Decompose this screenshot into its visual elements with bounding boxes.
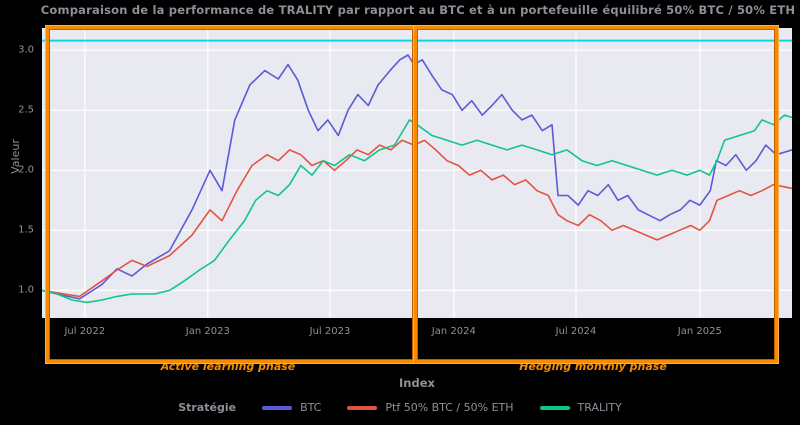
series-line-2 [42, 114, 792, 304]
x-tick-label: Jan 2025 [677, 326, 722, 337]
y-axis-label: Valeur [8, 139, 22, 174]
trality-line-swatch-icon [539, 405, 570, 410]
chart-title: Comparaison de la performance de TRALITY… [40, 3, 796, 17]
x-tick-label: Jan 2024 [431, 326, 476, 337]
series-line-1 [42, 139, 792, 298]
x-tick-label: Jul 2023 [309, 326, 351, 337]
portfolio-line-swatch-icon [347, 405, 378, 410]
series-line-0 [42, 54, 792, 300]
x-axis-label: Index [399, 376, 435, 390]
legend-label-trality: TRALITY [577, 401, 622, 414]
legend-title: Stratégie [178, 401, 237, 414]
y-tick-label: 2.5 [18, 104, 34, 116]
legend-item-trality: TRALITY [539, 401, 622, 414]
x-tick-label: Jan 2023 [185, 326, 230, 337]
legend: Stratégie BTC Ptf 50% BTC / 50% ETH TRAL… [0, 401, 800, 414]
training-phase-caption: Active learning phase [160, 360, 296, 373]
legend-item-portfolio: Ptf 50% BTC / 50% ETH [347, 401, 514, 414]
y-tick-label: 2.0 [18, 164, 34, 176]
legend-label-portfolio: Ptf 50% BTC / 50% ETH [385, 401, 514, 414]
x-tick-label: Jul 2024 [555, 326, 597, 337]
testing-phase-caption: Hedging monthly phase [519, 360, 667, 373]
x-axis-ticks: Jul 2022 Jan 2023 Jul 2023 Jan 2024 Jul 2024… [42, 326, 792, 340]
plot-area [42, 28, 792, 318]
series-canvas [42, 28, 792, 318]
y-tick-label: 3.0 [18, 44, 34, 56]
legend-label-btc: BTC [300, 401, 322, 414]
y-axis-ticks: 1.0 1.5 2.0 2.5 3.0 [0, 28, 38, 318]
legend-item-btc: BTC [262, 401, 321, 414]
btc-line-swatch-icon [262, 405, 293, 410]
y-tick-label: 1.5 [18, 224, 34, 236]
y-tick-label: 1.0 [18, 284, 34, 296]
x-tick-label: Jul 2022 [64, 326, 106, 337]
